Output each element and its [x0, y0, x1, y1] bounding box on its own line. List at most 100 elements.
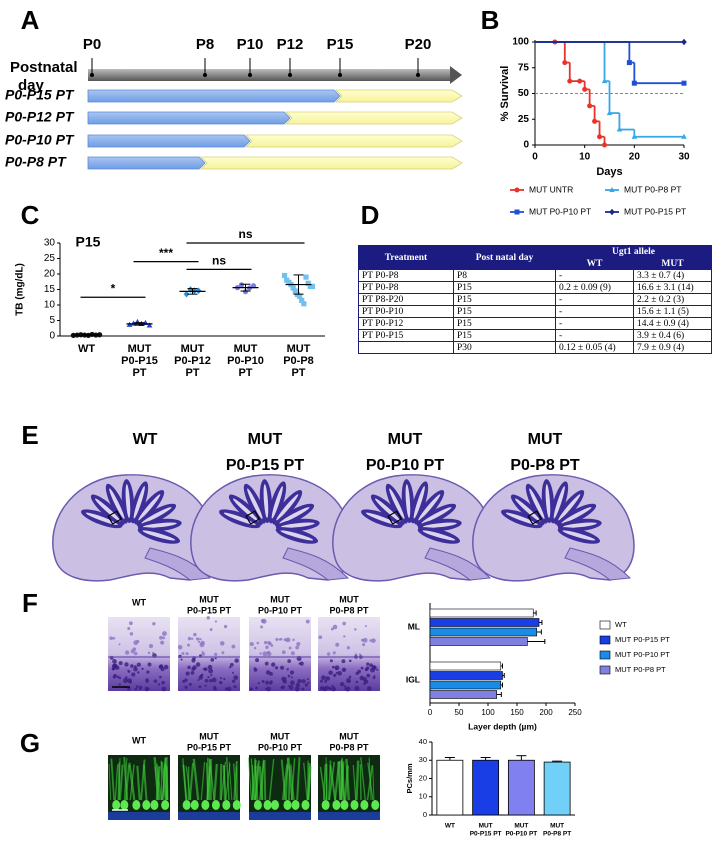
lobule-core	[276, 494, 299, 521]
marker	[681, 80, 687, 86]
nissl-cell	[354, 628, 357, 631]
nissl-cell	[146, 670, 150, 674]
nissl-cell	[193, 632, 197, 637]
marker	[562, 60, 568, 66]
nissl-cell	[234, 658, 239, 663]
cerebellum-section	[472, 474, 635, 582]
lobule-core	[233, 498, 259, 522]
nissl-cell	[136, 662, 141, 667]
legend-swatch	[599, 620, 611, 630]
lobule-core	[125, 484, 131, 519]
nissl-cell	[328, 670, 333, 675]
treatment-label: P0-P15 PT	[5, 87, 75, 103]
nissl-cell	[188, 682, 192, 686]
nissl-cell	[265, 670, 271, 675]
table-cell: PT P8-P20	[358, 293, 454, 306]
nissl-cell	[197, 678, 200, 682]
treatment-label: P0-P12 PT	[5, 109, 75, 125]
nissl-cell	[261, 680, 265, 684]
image-label: MUT	[270, 594, 290, 604]
nissl-cell	[219, 641, 225, 646]
nissl-cell	[210, 673, 213, 677]
legend-label: MUT P0-P15 PT	[624, 206, 686, 216]
x-tick-label: MUT	[514, 823, 528, 830]
nissl-cell	[271, 662, 276, 667]
nissl-cell	[332, 624, 338, 630]
table-cell: -	[555, 293, 634, 306]
dendrite	[307, 766, 312, 801]
nissl-cell	[332, 651, 336, 655]
nissl-cell	[231, 671, 235, 674]
nissl-cell	[152, 622, 156, 626]
image-label: P0-P15 PT	[187, 605, 232, 615]
purkinje-soma	[190, 800, 199, 810]
x-tick-label: PT	[238, 367, 252, 379]
purkinje-soma	[201, 800, 210, 810]
purkinje-soma	[360, 800, 369, 810]
nissl-cell	[342, 621, 346, 626]
table-cell: P15	[453, 293, 556, 306]
nissl-cell	[262, 651, 268, 657]
nissl-cell	[365, 666, 370, 671]
nissl-cell	[319, 679, 323, 683]
header-cell: Treatment	[358, 245, 454, 270]
nissl-cell	[301, 679, 306, 684]
nissl-cell	[348, 675, 352, 679]
nissl-cell	[265, 687, 268, 691]
nissl-cell	[301, 687, 305, 691]
treatment-yellow-arrow	[335, 89, 463, 103]
legend-swatch	[599, 665, 611, 675]
nissl-cell	[230, 662, 234, 667]
bar	[472, 759, 500, 816]
nissl-cell	[364, 625, 367, 628]
dendrite	[352, 765, 357, 801]
x-tick-label: MUT	[287, 343, 311, 355]
nissl-cell	[214, 620, 218, 623]
lobule-core	[133, 486, 145, 519]
nissl-cell	[229, 666, 232, 669]
nissl-cell	[257, 682, 260, 685]
x-tick-label: WT	[78, 343, 95, 355]
nissl-cell	[134, 687, 138, 691]
timeline-bar	[88, 69, 450, 81]
treatment-yellow-arrow	[285, 111, 463, 125]
table-cell: P15	[453, 317, 556, 330]
marker	[292, 288, 298, 294]
marker	[238, 282, 245, 288]
marker	[631, 133, 638, 139]
nissl-cell	[287, 659, 292, 663]
lobule-core	[263, 484, 269, 519]
y-tick-label: 25	[518, 114, 530, 125]
nissl-cell	[331, 686, 337, 692]
nissl-cell	[281, 650, 286, 655]
y-tick-label: 100	[512, 37, 529, 48]
nissl-cell	[203, 667, 208, 671]
dendrite	[118, 758, 121, 801]
data-table: Treatment Post natal day Ugt1 allele WT MUT P…	[358, 245, 712, 354]
y-axis-title: TB (mg/dL)	[15, 263, 26, 316]
nissl-cell	[290, 680, 295, 686]
x-tick-label: P0-P10 PT	[505, 831, 537, 838]
nissl-cell	[335, 671, 339, 675]
nissl-cell	[177, 644, 183, 650]
header-cell: MUT	[633, 257, 712, 270]
dendrite	[366, 764, 374, 801]
image-label: MUT	[339, 594, 359, 604]
nissl-cell	[160, 640, 165, 645]
y-tick-label: 10	[44, 300, 56, 311]
nissl-cell	[255, 686, 258, 690]
nissl-cell	[285, 637, 291, 643]
lobule-core	[141, 507, 172, 524]
nissl-cell	[284, 677, 287, 680]
nissl-cell	[357, 669, 362, 674]
dendrite	[185, 765, 192, 801]
x-tick-label: 100	[481, 708, 495, 717]
nissl-cell	[287, 674, 291, 678]
marker	[582, 86, 588, 92]
dendrite	[360, 757, 366, 801]
nissl-cell	[371, 638, 376, 643]
nissl-cell	[163, 664, 169, 670]
table-cell: 2.2 ± 0.2 (3)	[633, 293, 712, 306]
nissl-cell	[147, 651, 151, 655]
marker	[242, 289, 249, 295]
